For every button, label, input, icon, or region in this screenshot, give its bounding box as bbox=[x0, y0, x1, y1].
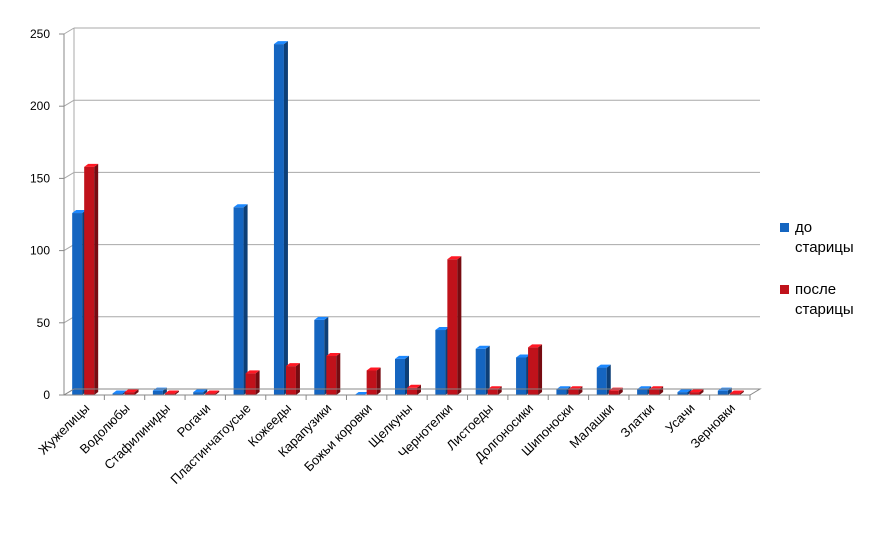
bar-series-1 bbox=[112, 390, 127, 395]
y-tick-label: 50 bbox=[37, 316, 51, 330]
legend: до старицы после старицы bbox=[780, 219, 854, 318]
gridlines bbox=[63, 27, 760, 396]
bar-series-2 bbox=[528, 344, 543, 395]
bar-series-2 bbox=[366, 367, 381, 395]
y-tick-label: 200 bbox=[30, 99, 50, 113]
bar-series-1 bbox=[72, 210, 87, 395]
x-tick-label: Рогачи bbox=[174, 401, 213, 440]
bar-series-1 bbox=[193, 389, 208, 395]
bar-series-1 bbox=[596, 364, 611, 395]
bar-series-2 bbox=[487, 386, 502, 395]
bar-series-2 bbox=[689, 389, 704, 395]
bar-series-1 bbox=[435, 327, 450, 395]
chart-floor bbox=[62, 388, 762, 396]
bar-series-2 bbox=[649, 386, 664, 395]
legend-label: старицы bbox=[795, 239, 854, 256]
y-tick-label: 150 bbox=[30, 171, 50, 185]
x-tick-label: Златки bbox=[617, 401, 657, 441]
legend-label: после bbox=[795, 281, 836, 298]
legend-label: до bbox=[795, 219, 812, 236]
bar-series-2 bbox=[285, 363, 300, 395]
bar-series-1 bbox=[677, 389, 692, 395]
bar-series-2 bbox=[407, 384, 421, 395]
legend-swatch bbox=[780, 223, 789, 232]
bar-series-1 bbox=[314, 316, 329, 395]
gridline-depth bbox=[63, 27, 75, 35]
bar-series-1 bbox=[233, 204, 248, 395]
bar-series-1 bbox=[395, 355, 409, 395]
bar-series-2 bbox=[245, 370, 260, 395]
gridline-depth bbox=[63, 171, 75, 179]
bar-series-1 bbox=[273, 41, 288, 395]
x-tick-label: Малашки bbox=[566, 401, 616, 451]
bar-series-1 bbox=[556, 386, 571, 395]
bar-series-2 bbox=[84, 163, 99, 395]
bars bbox=[72, 41, 744, 396]
bar-series-2 bbox=[164, 390, 179, 395]
y-tick-label: 250 bbox=[30, 27, 50, 41]
y-tick-label: 100 bbox=[30, 244, 50, 258]
x-tick-label: Зерновки bbox=[687, 401, 738, 452]
bar-series-2 bbox=[124, 389, 139, 395]
bar-series-2 bbox=[326, 353, 341, 395]
legend-label: старицы bbox=[795, 301, 854, 318]
bar-series-1 bbox=[637, 386, 652, 395]
legend-swatch bbox=[780, 285, 789, 294]
bar-series-2 bbox=[205, 390, 220, 395]
y-axis: 0 50 100 150 200 250 bbox=[30, 27, 65, 402]
bar-series-2 bbox=[729, 390, 744, 395]
gridline-depth bbox=[63, 99, 75, 107]
x-tick-label: Усачи bbox=[662, 401, 697, 436]
bar-series-1 bbox=[475, 345, 490, 395]
y-tick-label: 0 bbox=[43, 388, 50, 402]
bar-series-2 bbox=[447, 256, 462, 395]
bar-series-2 bbox=[568, 386, 583, 395]
